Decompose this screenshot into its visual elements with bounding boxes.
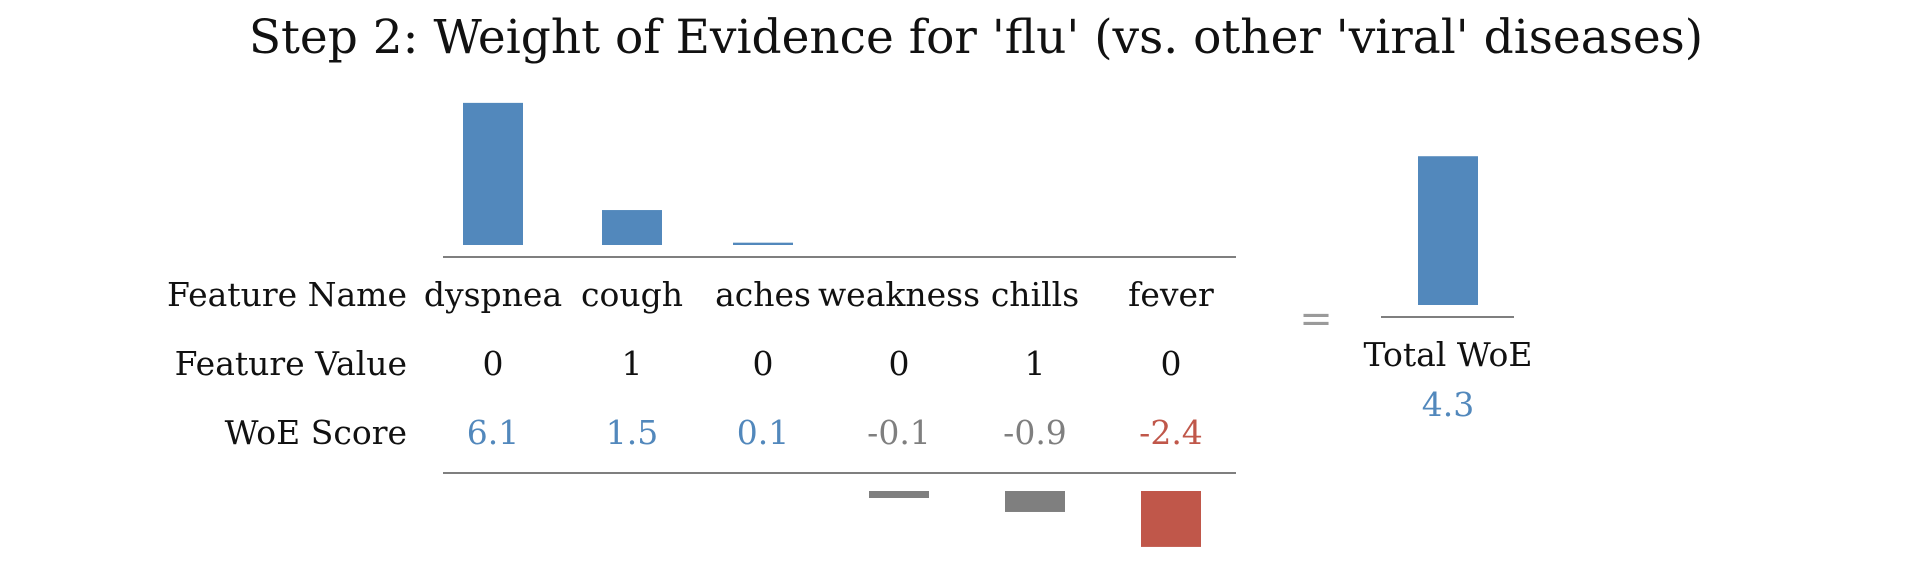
woe-score-label: 1.5 (606, 413, 658, 452)
row-labels: Feature Name Feature Value WoE Score (167, 275, 407, 452)
total-label: Total WoE (1364, 335, 1533, 374)
feature-column: chills 1 -0.9 (991, 275, 1079, 512)
feature-name: aches (715, 275, 811, 314)
feature-value: 0 (1161, 344, 1182, 383)
woe-bar-negative (1005, 491, 1065, 512)
feature-column: aches 0 0.1 (715, 242, 811, 452)
feature-name: chills (991, 275, 1079, 314)
feature-columns: dyspnea 0 6.1 cough 1 1.5 aches 0 0.1 weakness 0 -0… (424, 102, 1214, 547)
woe-bar-positive (602, 210, 662, 245)
row-label: WoE Score (225, 413, 407, 452)
woe-bar-positive (733, 242, 793, 245)
feature-value: 0 (889, 344, 910, 383)
feature-name: weakness (818, 275, 980, 314)
feature-value: 1 (1025, 344, 1046, 383)
feature-name: dyspnea (424, 275, 562, 314)
feature-name: cough (581, 275, 683, 314)
feature-value: 1 (622, 344, 643, 383)
feature-name: fever (1128, 275, 1214, 314)
woe-score-label: -2.4 (1139, 413, 1203, 452)
woe-score-label: -0.9 (1003, 413, 1067, 452)
feature-column: cough 1 1.5 (581, 210, 683, 452)
feature-column: weakness 0 -0.1 (818, 275, 980, 498)
woe-score-label: 6.1 (467, 413, 519, 452)
total-value: 4.3 (1422, 385, 1474, 424)
row-label: Feature Name (167, 275, 407, 314)
row-label: Feature Value (175, 344, 407, 383)
woe-bar-positive (463, 102, 523, 246)
woe-bar-negative (1141, 491, 1201, 547)
chart-title: Step 2: Weight of Evidence for 'flu' (vs… (249, 10, 1703, 65)
woe-score-label: -0.1 (867, 413, 931, 452)
feature-value: 0 (483, 344, 504, 383)
total-group: Total WoE 4.3 (1364, 156, 1533, 424)
feature-column: fever 0 -2.4 (1128, 275, 1214, 547)
equals-sign: = (1299, 296, 1333, 342)
woe-bar-negative (869, 491, 929, 498)
total-woe-bar (1418, 156, 1478, 305)
feature-column: dyspnea 0 6.1 (424, 102, 562, 452)
woe-score-label: 0.1 (737, 413, 789, 452)
feature-value: 0 (753, 344, 774, 383)
